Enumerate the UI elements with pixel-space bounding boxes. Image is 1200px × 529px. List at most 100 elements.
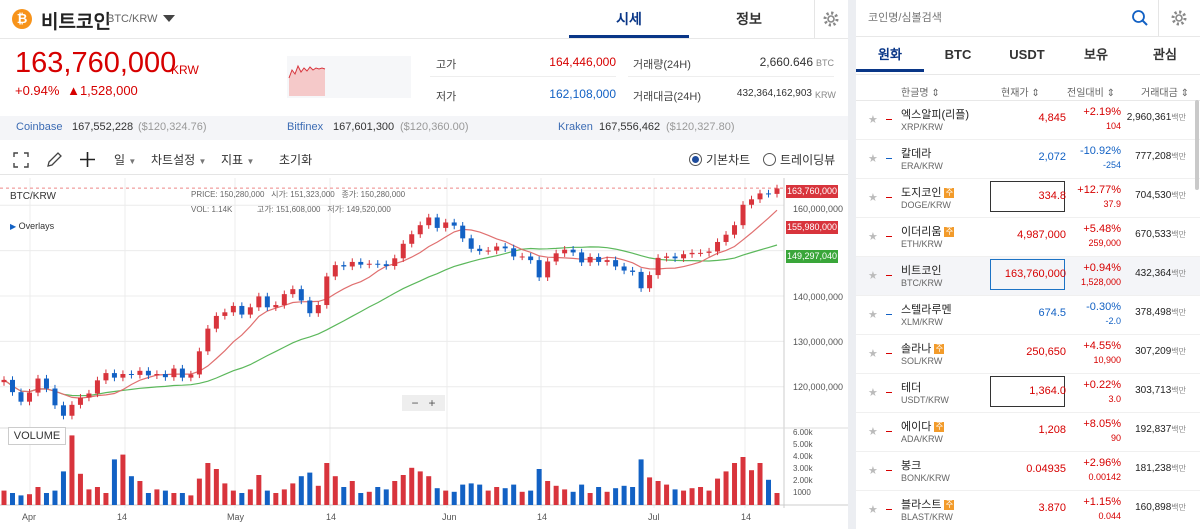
- chart-settings-button[interactable]: [814, 0, 848, 38]
- market-row[interactable]: ★ 스텔라루멘 XLM/KRW 674.5 -0.30% -2.0 378,498백만: [856, 296, 1200, 335]
- market-row[interactable]: ★ 칼데라 ERA/KRW 2,072 -10.92% -254 777,208백만: [856, 140, 1200, 179]
- search-icon[interactable]: [1131, 9, 1149, 27]
- basic-chart-label[interactable]: 기본차트: [706, 153, 751, 167]
- crosshair-icon[interactable]: [79, 151, 96, 168]
- coin-change-percent: +5.48%: [1083, 223, 1121, 235]
- list-settings-button[interactable]: [1158, 0, 1200, 36]
- coin-pair: BTC/KRW: [901, 278, 943, 288]
- tradingview-radio[interactable]: [763, 153, 776, 166]
- fullscreen-icon[interactable]: [13, 152, 29, 168]
- candle-body: [222, 312, 228, 316]
- reset-button[interactable]: 초기화: [279, 153, 313, 167]
- col-header-name[interactable]: 한글명 ⇕: [901, 88, 940, 99]
- draw-pencil-icon[interactable]: [45, 151, 63, 169]
- favorite-star-icon[interactable]: ★: [868, 504, 878, 516]
- warning-badge-icon: 주: [944, 227, 955, 237]
- favorite-star-icon[interactable]: ★: [868, 426, 878, 438]
- market-row[interactable]: ★ 솔라나 주 SOL/KRW 250,650 +4.55% 10,900 307,209백만: [856, 335, 1200, 374]
- market-row[interactable]: ★ 테더 USDT/KRW 1,364.0 +0.22% 3.0 303,713백만: [856, 374, 1200, 413]
- favorite-star-icon[interactable]: ★: [868, 114, 878, 126]
- scrollbar[interactable]: [1195, 100, 1199, 190]
- candle-body: [604, 260, 610, 262]
- volume-bar: [528, 490, 534, 505]
- trend-mark-icon: [886, 431, 892, 432]
- price-tick: 130,000,000: [793, 337, 844, 347]
- col-header-volume[interactable]: 거래대금 ⇕: [1141, 88, 1189, 99]
- col-header-price[interactable]: 현재가 ⇕: [1001, 88, 1040, 99]
- candlestick-chart[interactable]: BTC/KRW ▶ Overlays PRICE: 150,280,000 시가…: [0, 178, 848, 529]
- tab-favorites[interactable]: 관심: [1153, 47, 1177, 62]
- chart-settings-menu[interactable]: 차트설정 ▼: [151, 153, 207, 167]
- overlays-toggle[interactable]: ▶ Overlays: [10, 221, 55, 231]
- zoom-out-button[interactable]: −: [411, 396, 419, 410]
- coin-price: 3.870: [1038, 502, 1066, 514]
- candle-body: [587, 256, 593, 263]
- market-row[interactable]: ★ 엑스알피(리플) XRP/KRW 4,845 +2.19% 104 2,960,361백…: [856, 101, 1200, 140]
- candle-body: [621, 266, 627, 271]
- market-row[interactable]: ★ 블라스트 주 BLAST/KRW 3.870 +1.15% 0.044 160,898백만: [856, 491, 1200, 529]
- volume-indicator-label[interactable]: VOLUME: [8, 427, 66, 445]
- volume-bar: [60, 471, 66, 505]
- price-flash-box: [990, 259, 1065, 290]
- tab-usdt[interactable]: USDT: [1009, 47, 1045, 62]
- tab-price[interactable]: 시세: [569, 0, 689, 38]
- volume-bar: [519, 491, 525, 505]
- volume-bar: [179, 493, 185, 505]
- volume-tick: 6.00k: [793, 428, 813, 437]
- date-tick: 14: [741, 512, 752, 522]
- favorite-star-icon[interactable]: ★: [868, 465, 878, 477]
- coin-trade-volume: 181,238백만: [1135, 463, 1186, 474]
- market-row[interactable]: ★ 이더리움 주 ETH/KRW 4,987,000 +5.48% 259,000 670,5…: [856, 218, 1200, 257]
- favorite-star-icon[interactable]: ★: [868, 309, 878, 321]
- candle-body: [647, 275, 653, 289]
- candle-body: [69, 404, 75, 416]
- tab-info[interactable]: 정보: [736, 11, 762, 27]
- coin-search-input[interactable]: [856, 0, 1156, 36]
- volume-bar: [366, 491, 372, 505]
- tradingview-label[interactable]: 트레이딩뷰: [780, 153, 836, 167]
- candle-body: [655, 257, 661, 276]
- volume-bar: [86, 489, 92, 505]
- volume-bar: [630, 487, 636, 505]
- exchange-price-krw: 167,556,462: [599, 121, 661, 133]
- candle-body: [502, 246, 508, 249]
- exchange-price-krw: 167,601,300: [333, 121, 395, 133]
- favorite-star-icon[interactable]: ★: [868, 387, 878, 399]
- chart-symbol: BTC/KRW: [10, 191, 56, 202]
- market-row[interactable]: ★ 비트코인 BTC/KRW 163,760,000 +0.94% 1,528,000 43…: [856, 257, 1200, 296]
- coin-change-percent: +2.19%: [1083, 106, 1121, 118]
- period-select[interactable]: 일 ▼: [114, 153, 137, 167]
- indicators-menu[interactable]: 지표 ▼: [221, 153, 255, 167]
- tab-btc[interactable]: BTC: [944, 47, 972, 62]
- market-row[interactable]: ★ 에이다 주 ADA/KRW 1,208 +8.05% 90 192,837백만: [856, 413, 1200, 452]
- candle-body: [298, 289, 304, 301]
- favorite-star-icon[interactable]: ★: [868, 153, 878, 165]
- volume-bar: [247, 489, 253, 505]
- exchange-name[interactable]: Kraken: [558, 121, 593, 133]
- basic-chart-radio[interactable]: [689, 153, 702, 166]
- chart-canvas[interactable]: [0, 178, 848, 529]
- coin-change-amount: 37.9: [1103, 199, 1121, 209]
- candle-body: [247, 307, 253, 315]
- exchange-name[interactable]: Bitfinex: [287, 121, 324, 133]
- coin-pair: SOL/KRW: [901, 356, 943, 366]
- favorite-star-icon[interactable]: ★: [868, 348, 878, 360]
- coin-select-dropdown-icon[interactable]: [163, 15, 175, 22]
- exchange-name[interactable]: Coinbase: [16, 121, 63, 133]
- tab-holdings[interactable]: 보유: [1084, 47, 1108, 62]
- coin-trade-volume: 670,533백만: [1135, 229, 1186, 240]
- favorite-star-icon[interactable]: ★: [868, 231, 878, 243]
- market-row[interactable]: ★ 봉크 BONK/KRW 0.04935 +2.96% 0.00142 181,238백만: [856, 452, 1200, 491]
- favorite-star-icon[interactable]: ★: [868, 192, 878, 204]
- col-header-change[interactable]: 전일대비 ⇕: [1067, 88, 1115, 99]
- favorite-star-icon[interactable]: ★: [868, 270, 878, 282]
- zoom-in-button[interactable]: +: [428, 396, 436, 410]
- amount-24h-value: 432,364,162,903: [736, 88, 812, 99]
- market-row[interactable]: ★ 도지코인 주 DOGE/KRW 334.8 +12.77% 37.9 704,530백만: [856, 179, 1200, 218]
- volume-bar: [613, 488, 619, 505]
- volume-bar: [664, 484, 670, 505]
- candle-body: [528, 256, 534, 261]
- tab-krw[interactable]: 원화: [856, 38, 924, 72]
- volume-bar: [638, 459, 644, 505]
- volume-bar: [35, 487, 41, 505]
